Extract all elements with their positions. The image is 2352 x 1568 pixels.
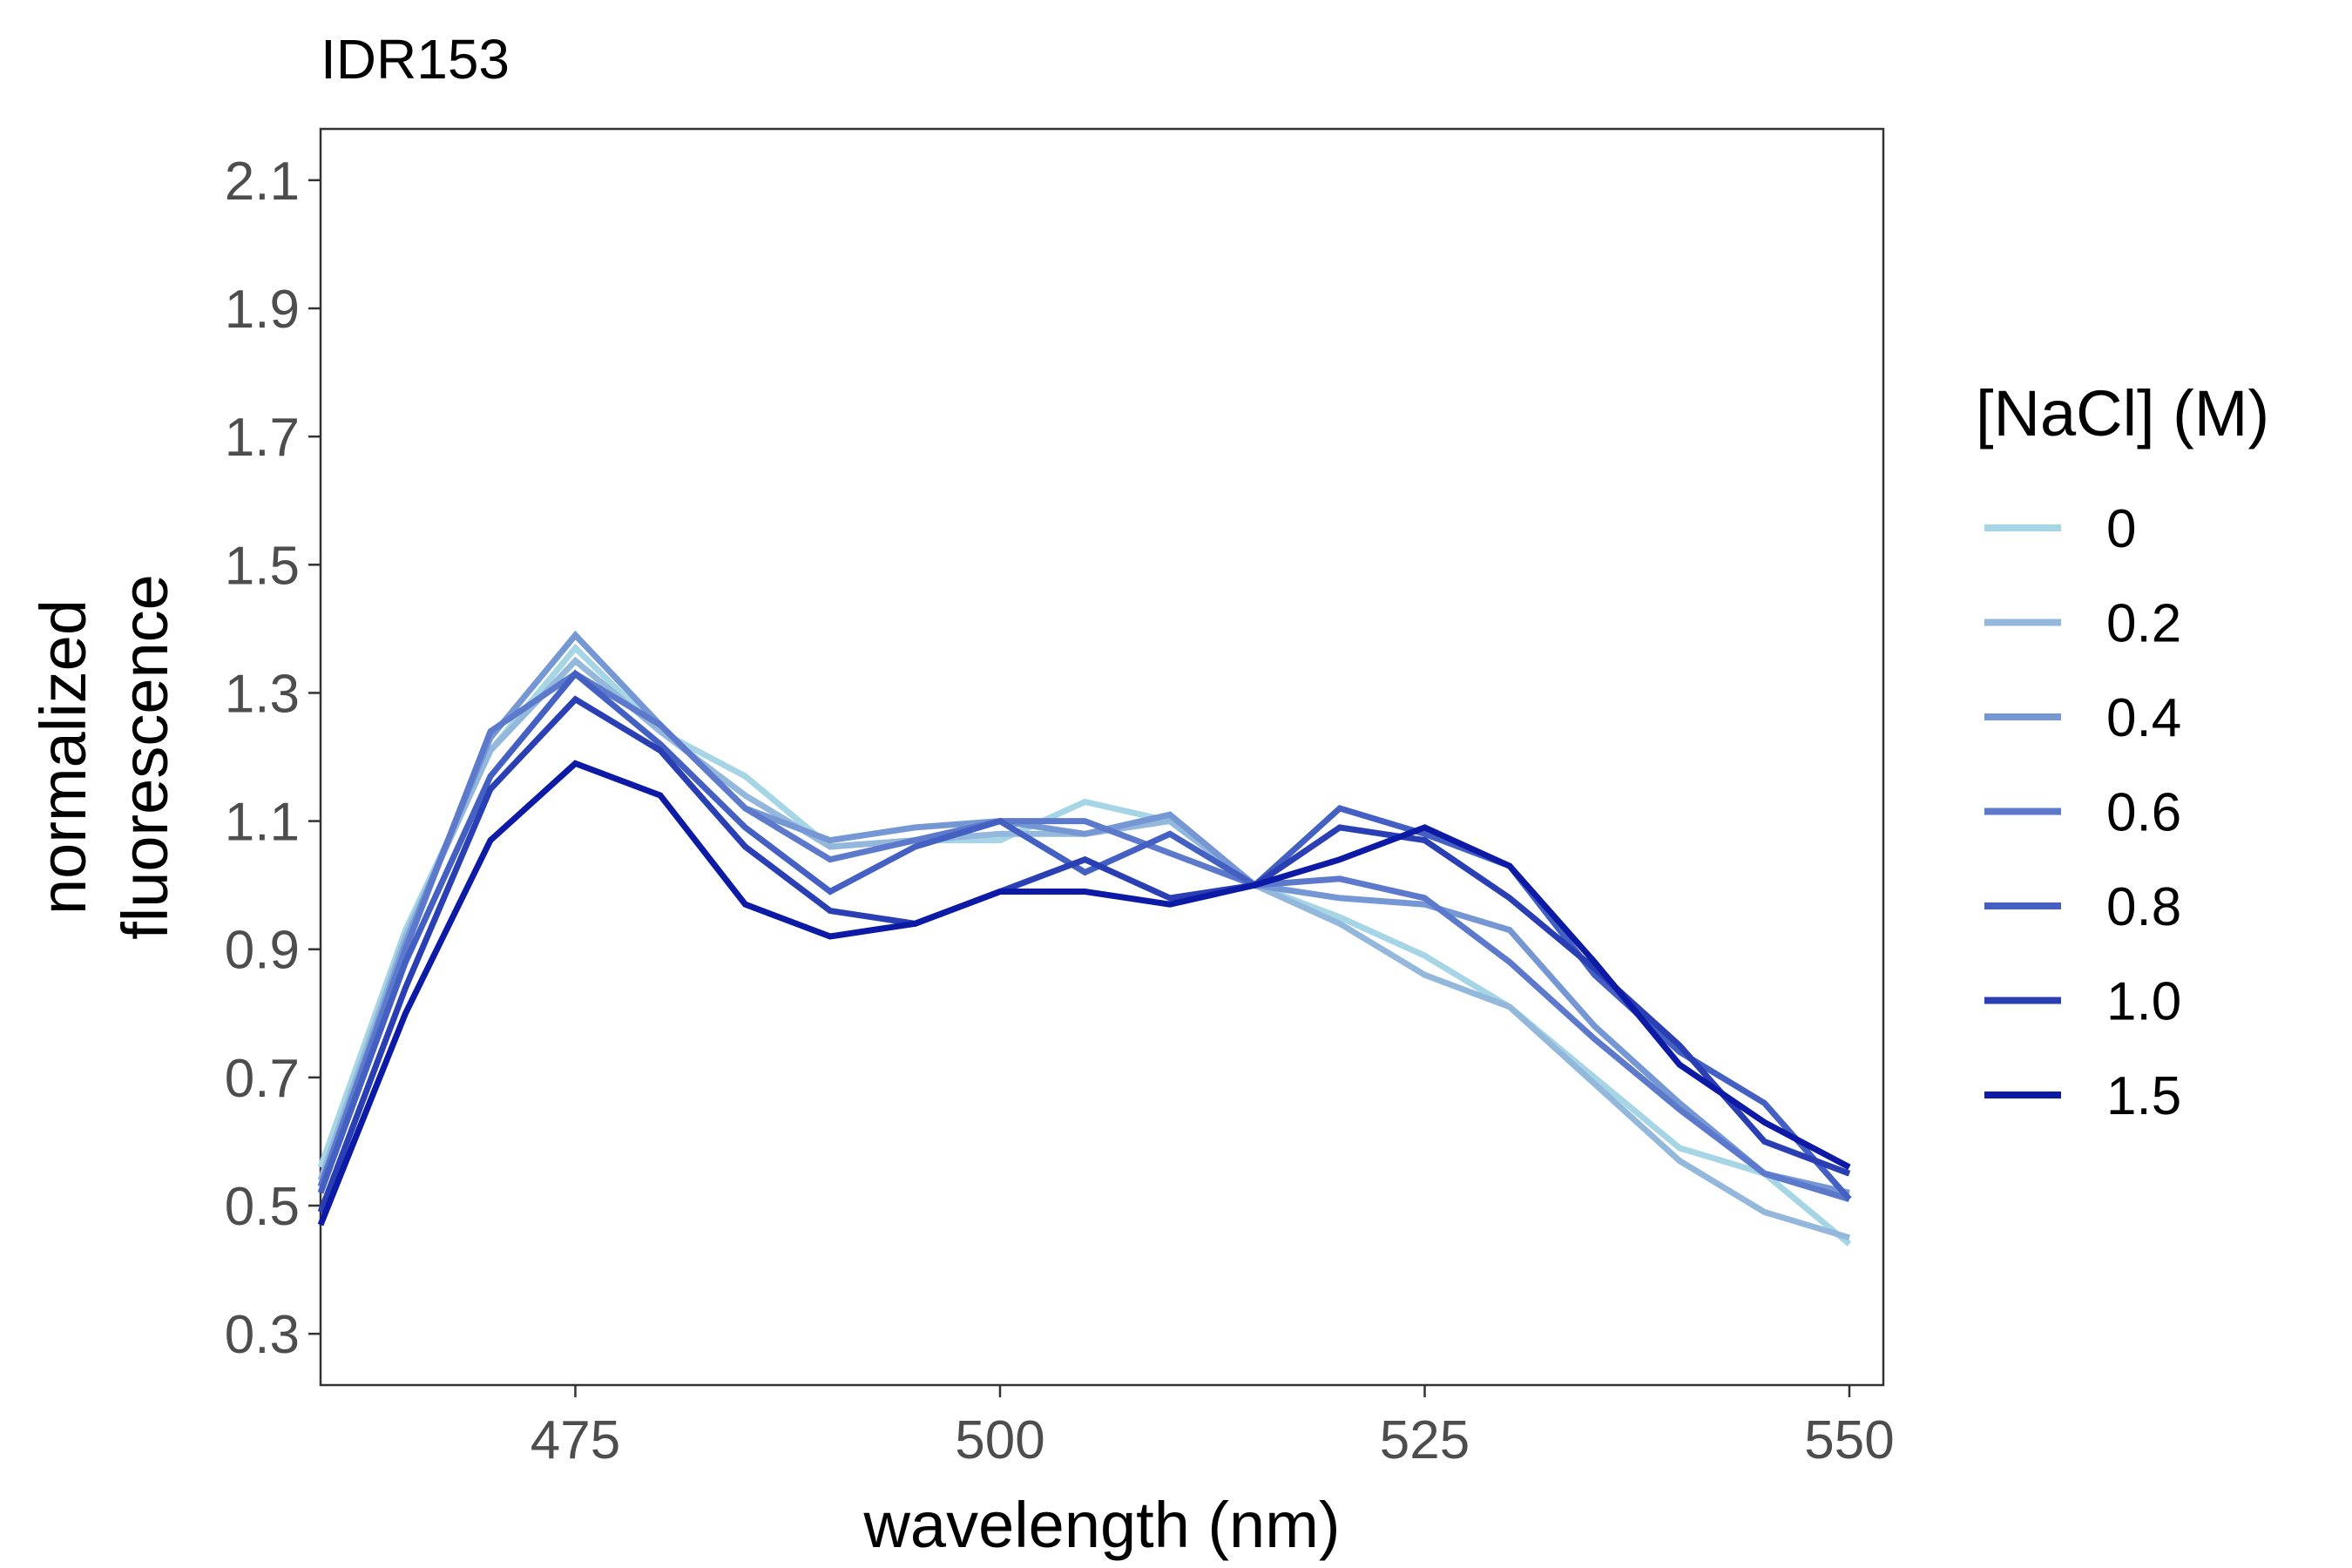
series-line-0.8 bbox=[317, 669, 1852, 1201]
legend-label: 0.8 bbox=[2106, 877, 2181, 937]
chart-title: IDR153 bbox=[321, 28, 510, 91]
y-tick-label: 1.3 bbox=[225, 664, 300, 724]
y-tick-label: 2.1 bbox=[225, 152, 300, 212]
y-axis: 0.3 0.5 0.7 0.9 1.1 1.3 1.5 1.7 1.9 2.1 bbox=[225, 152, 321, 1365]
x-tick-label: 550 bbox=[1804, 1410, 1894, 1470]
legend-label: 0 bbox=[2106, 499, 2136, 559]
y-tick-label: 0.3 bbox=[225, 1305, 300, 1365]
y-axis-title-line-1: normalized bbox=[27, 599, 99, 915]
legend-label: 0.2 bbox=[2106, 594, 2181, 654]
x-tick-label: 475 bbox=[531, 1410, 620, 1470]
legend-label: 1.0 bbox=[2106, 972, 2181, 1032]
legend-label: 0.6 bbox=[2106, 783, 2181, 843]
y-tick-label: 0.7 bbox=[225, 1049, 300, 1109]
x-axis: 475 500 525 550 bbox=[531, 1385, 1895, 1470]
series-line-1.5 bbox=[317, 760, 1851, 1227]
y-tick-label: 1.9 bbox=[225, 280, 300, 340]
y-axis-title-line-2: fluorescence bbox=[109, 574, 181, 940]
x-tick-label: 525 bbox=[1380, 1410, 1470, 1470]
legend: [NaCl] (M) 0 0.2 0.4 0.6 0.8 1.0 1.5 bbox=[1976, 377, 2269, 1126]
series-line-1.0 bbox=[317, 695, 1851, 1213]
y-tick-label: 1.7 bbox=[225, 408, 300, 468]
y-tick-label: 1.5 bbox=[225, 536, 300, 596]
x-axis-title: wavelength (nm) bbox=[862, 1489, 1340, 1561]
legend-title: [NaCl] (M) bbox=[1976, 377, 2269, 449]
y-tick-label: 0.5 bbox=[225, 1177, 300, 1237]
y-axis-title: normalized fluorescence bbox=[27, 574, 181, 940]
legend-label: 1.5 bbox=[2106, 1066, 2181, 1126]
plot-panel bbox=[319, 127, 1885, 1387]
y-tick-label: 1.1 bbox=[225, 793, 300, 853]
series-line-0.4 bbox=[317, 630, 1850, 1196]
y-tick-label: 0.9 bbox=[225, 921, 300, 981]
legend-label: 0.4 bbox=[2106, 688, 2181, 748]
x-tick-label: 500 bbox=[955, 1410, 1044, 1470]
series-lines bbox=[317, 630, 1852, 1247]
series-line-0 bbox=[317, 643, 1852, 1247]
